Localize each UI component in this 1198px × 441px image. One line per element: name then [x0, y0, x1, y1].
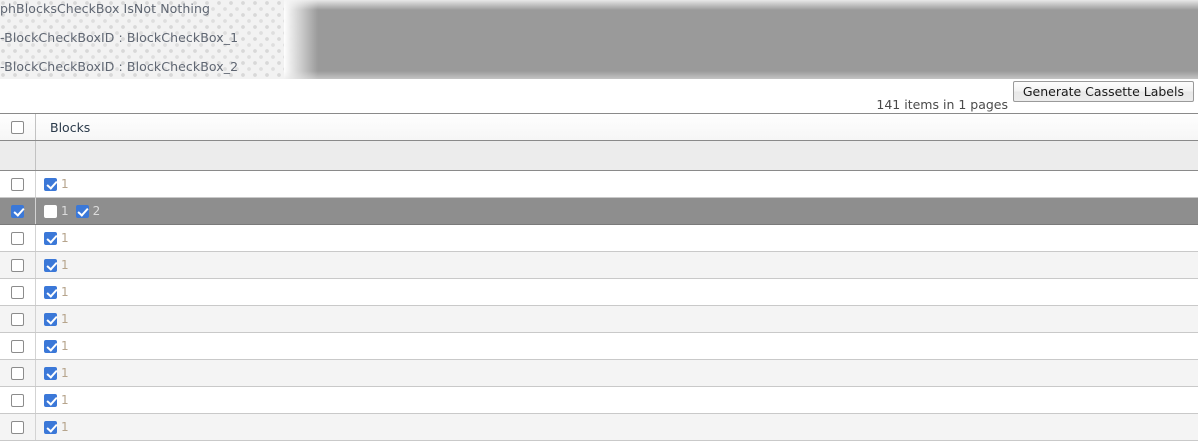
block-label: 1 — [61, 393, 69, 407]
overlay-texture-background — [0, 0, 300, 79]
table-row[interactable]: 1 — [0, 387, 1198, 414]
block-checkbox[interactable] — [44, 420, 57, 434]
block-checkbox-item[interactable]: 1 — [44, 420, 69, 434]
row-blocks-cell: 1 — [36, 333, 1198, 359]
block-checkbox[interactable] — [44, 393, 57, 407]
block-checkbox[interactable] — [44, 339, 57, 353]
generate-cassette-labels-button[interactable]: Generate Cassette Labels — [1012, 81, 1194, 102]
table-row[interactable]: 1 — [0, 333, 1198, 360]
row-blocks-cell: 1 — [36, 360, 1198, 386]
row-select-cell — [0, 414, 36, 440]
block-checkbox-item[interactable]: 1 — [44, 258, 69, 272]
overlay-line-blockcheckbox-2: -BlockCheckBoxID : BlockCheckBox_2 — [0, 59, 239, 74]
overlay-line-condition: phBlocksCheckBox IsNot Nothing — [0, 1, 211, 16]
block-checkbox-item[interactable]: 1 — [44, 339, 69, 353]
row-blocks-cell: 1 — [36, 387, 1198, 413]
block-label: 1 — [61, 366, 69, 380]
row-select-checkbox[interactable] — [11, 285, 24, 299]
row-select-checkbox[interactable] — [11, 258, 24, 272]
block-label: 1 — [61, 420, 69, 434]
block-checkbox-item[interactable]: 1 — [44, 285, 69, 299]
row-select-checkbox[interactable] — [11, 231, 24, 245]
row-select-cell — [0, 333, 36, 359]
row-blocks-cell: 1 — [36, 252, 1198, 278]
block-checkbox[interactable] — [44, 204, 57, 218]
header-select-cell — [0, 114, 36, 140]
block-checkbox[interactable] — [44, 258, 57, 272]
block-checkbox-item[interactable]: 1 — [44, 393, 69, 407]
grid-header-row: Blocks — [0, 114, 1198, 141]
row-select-cell — [0, 225, 36, 251]
block-checkbox[interactable] — [44, 366, 57, 380]
table-row[interactable]: 1 — [0, 252, 1198, 279]
select-all-checkbox[interactable] — [11, 120, 24, 134]
block-label: 1 — [61, 177, 69, 191]
row-select-checkbox[interactable] — [11, 177, 24, 191]
row-select-cell — [0, 198, 36, 224]
block-label: 2 — [92, 204, 101, 218]
row-select-cell — [0, 387, 36, 413]
row-select-checkbox[interactable] — [11, 393, 24, 407]
debug-overlay-strip: phBlocksCheckBox IsNot Nothing -BlockChe… — [0, 0, 1198, 79]
row-blocks-cell: 1 — [36, 306, 1198, 332]
item-count-label: 141 items in 1 pages — [876, 97, 1008, 112]
block-label: 1 — [61, 339, 69, 353]
row-select-cell — [0, 279, 36, 305]
block-checkbox-item[interactable]: 1 — [44, 366, 69, 380]
block-label: 1 — [61, 204, 69, 218]
block-checkbox[interactable] — [44, 177, 57, 191]
grid-toolbar: 141 items in 1 pages Generate Cassette L… — [0, 79, 1198, 113]
row-select-checkbox[interactable] — [11, 312, 24, 326]
block-label: 1 — [61, 285, 69, 299]
row-select-checkbox[interactable] — [11, 339, 24, 353]
blocks-column-header-label: Blocks — [50, 119, 91, 135]
overlay-gray-panel — [284, 0, 1198, 79]
block-label: 1 — [61, 258, 69, 272]
table-row[interactable]: 1 — [0, 279, 1198, 306]
block-checkbox-item[interactable]: 1 — [44, 312, 69, 326]
block-checkbox[interactable] — [44, 312, 57, 326]
block-checkbox[interactable] — [44, 231, 57, 245]
block-checkbox[interactable] — [44, 285, 57, 299]
row-select-checkbox[interactable] — [11, 204, 24, 218]
row-blocks-cell: 1 — [36, 279, 1198, 305]
grid-filter-row[interactable] — [0, 141, 1198, 171]
block-checkbox-item[interactable]: 1 — [44, 177, 69, 191]
filter-select-cell — [0, 141, 36, 170]
block-label: 1 — [61, 312, 69, 326]
table-row[interactable]: 1 — [0, 171, 1198, 198]
block-checkbox-item[interactable]: 1 — [44, 204, 69, 218]
row-blocks-cell: 1 — [36, 225, 1198, 251]
block-checkbox[interactable] — [75, 204, 89, 218]
row-select-cell — [0, 306, 36, 332]
row-select-checkbox[interactable] — [11, 366, 24, 380]
block-checkbox-item[interactable]: 1 — [44, 231, 69, 245]
row-blocks-cell: 1 — [36, 414, 1198, 440]
block-checkbox-item[interactable]: 2 — [75, 204, 101, 218]
block-label: 1 — [61, 231, 69, 245]
row-blocks-cell: 1 — [36, 171, 1198, 197]
table-row[interactable]: 1 — [0, 225, 1198, 252]
row-select-cell — [0, 171, 36, 197]
table-row[interactable]: 1 — [0, 360, 1198, 387]
header-blocks-cell: Blocks — [36, 114, 1198, 140]
row-select-checkbox[interactable] — [11, 420, 24, 434]
filter-blocks-cell[interactable] — [36, 141, 1198, 170]
overlay-text-lines: phBlocksCheckBox IsNot Nothing -BlockChe… — [0, 0, 300, 79]
overlay-line-blockcheckbox-1: -BlockCheckBoxID : BlockCheckBox_1 — [0, 30, 239, 45]
table-row[interactable]: 1 — [0, 306, 1198, 333]
row-select-cell — [0, 360, 36, 386]
row-select-cell — [0, 252, 36, 278]
